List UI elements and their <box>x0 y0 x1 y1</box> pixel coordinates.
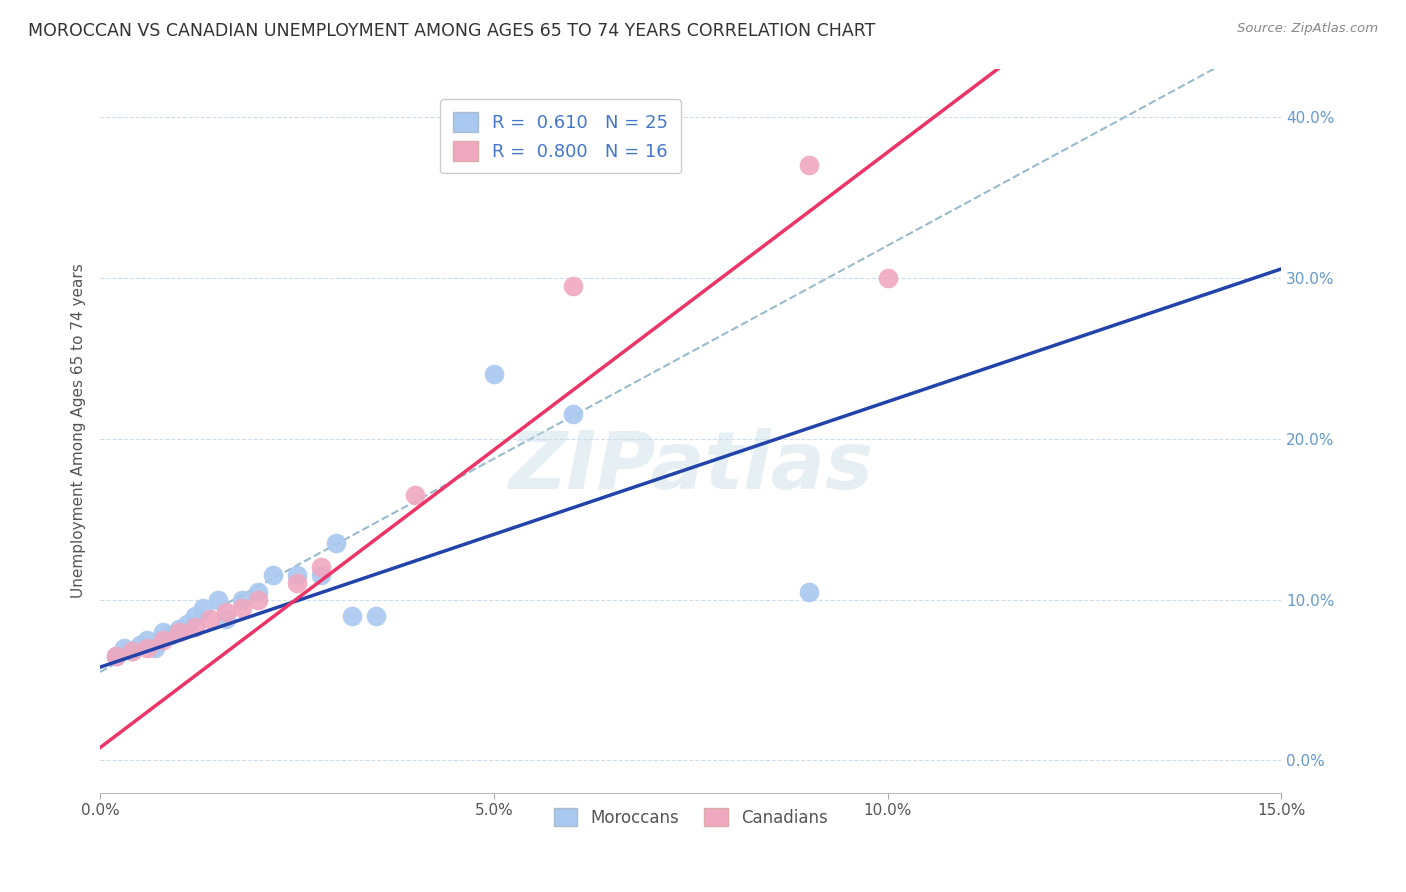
Point <box>340 608 363 623</box>
Point <box>128 638 150 652</box>
Point <box>231 600 253 615</box>
Text: Source: ZipAtlas.com: Source: ZipAtlas.com <box>1237 22 1378 36</box>
Point <box>207 592 229 607</box>
Point <box>246 584 269 599</box>
Point <box>231 592 253 607</box>
Point <box>215 606 238 620</box>
Point <box>183 620 205 634</box>
Point <box>482 368 505 382</box>
Point <box>285 568 308 582</box>
Point <box>152 632 174 647</box>
Point <box>112 640 135 655</box>
Point <box>104 648 127 663</box>
Point <box>121 644 143 658</box>
Point <box>246 592 269 607</box>
Point <box>104 648 127 663</box>
Text: ZIPatlas: ZIPatlas <box>508 428 873 506</box>
Y-axis label: Unemployment Among Ages 65 to 74 years: Unemployment Among Ages 65 to 74 years <box>72 263 86 598</box>
Point <box>167 624 190 639</box>
Point <box>167 622 190 636</box>
Point <box>183 608 205 623</box>
Point <box>191 600 214 615</box>
Text: MOROCCAN VS CANADIAN UNEMPLOYMENT AMONG AGES 65 TO 74 YEARS CORRELATION CHART: MOROCCAN VS CANADIAN UNEMPLOYMENT AMONG … <box>28 22 876 40</box>
Point <box>152 624 174 639</box>
Point <box>561 408 583 422</box>
Point <box>325 536 347 550</box>
Point <box>200 612 222 626</box>
Point <box>121 644 143 658</box>
Point <box>309 568 332 582</box>
Point <box>136 632 159 647</box>
Point <box>797 584 820 599</box>
Point <box>160 628 183 642</box>
Point <box>876 270 898 285</box>
Point <box>143 640 166 655</box>
Legend: Moroccans, Canadians: Moroccans, Canadians <box>546 799 837 835</box>
Point <box>262 568 284 582</box>
Point <box>561 278 583 293</box>
Point <box>364 608 387 623</box>
Point <box>215 612 238 626</box>
Point <box>136 640 159 655</box>
Point <box>309 560 332 574</box>
Point <box>404 488 426 502</box>
Point <box>176 616 198 631</box>
Point <box>797 158 820 172</box>
Point <box>285 576 308 591</box>
